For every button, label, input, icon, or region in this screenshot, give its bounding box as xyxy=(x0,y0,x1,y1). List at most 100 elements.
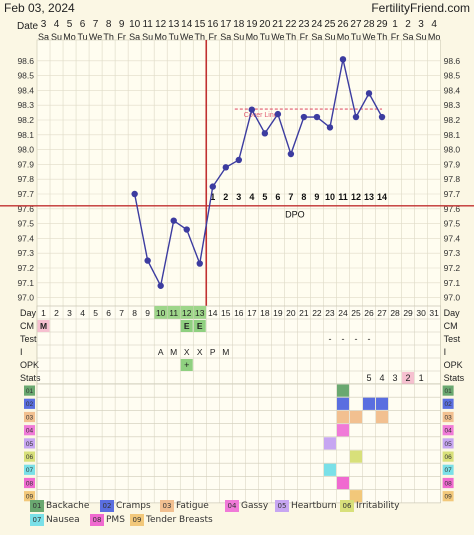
cycle-day-label: 20 xyxy=(286,308,296,318)
cm-label: M xyxy=(40,321,47,331)
symptom-code-right xyxy=(442,451,454,462)
y-tick-left: 98.2 xyxy=(17,115,34,125)
intercourse-label: X xyxy=(184,347,190,357)
symptom-cell xyxy=(363,397,376,410)
date-label: 3 xyxy=(418,19,424,30)
fertile-day-cell xyxy=(193,306,207,319)
symptom-code-right xyxy=(442,477,454,489)
date-label: 12 xyxy=(155,19,167,30)
y-tick-left: 97.5 xyxy=(17,219,34,229)
date-label: 20 xyxy=(259,19,271,30)
legend-item: 06 Irritability xyxy=(340,500,400,512)
symptom-cell xyxy=(376,410,389,424)
weekday-label: Mo xyxy=(337,32,350,42)
fertile-day-cell xyxy=(154,306,168,319)
y-tick-right: 98.3 xyxy=(444,100,461,110)
dpo-number: 10 xyxy=(325,192,335,202)
cm-label: E xyxy=(197,321,203,331)
cycle-day-label: 18 xyxy=(260,308,270,318)
symptom-code-left xyxy=(24,491,35,502)
row-label-right: OPK xyxy=(444,360,463,370)
symptom-code-left xyxy=(24,477,35,489)
symptom-code-right xyxy=(442,438,454,449)
date-label: 9 xyxy=(119,19,125,30)
date-label: 21 xyxy=(272,19,284,30)
stats-label: 5 xyxy=(367,373,372,383)
date-label: 2 xyxy=(405,19,411,30)
temperature-point xyxy=(326,124,334,131)
y-tick-right: 98.2 xyxy=(444,115,461,125)
symptom-code-label-left: 06 xyxy=(26,454,34,461)
legend-label: Backache xyxy=(46,501,90,511)
test-label: - xyxy=(354,334,357,344)
dpo-number: 13 xyxy=(364,192,374,202)
legend-item: 08 PMS xyxy=(90,514,125,526)
weekday-label: Su xyxy=(142,32,153,42)
cycle-day-label: 26 xyxy=(364,308,374,318)
cycle-day-label: 11 xyxy=(169,308,178,318)
cm-label: E xyxy=(184,321,190,331)
date-label: 5 xyxy=(67,19,73,30)
date-label: 23 xyxy=(298,19,310,30)
legend-label: Fatigue xyxy=(176,501,209,511)
dpo-number: 5 xyxy=(262,192,267,202)
symptom-cell xyxy=(376,397,389,410)
date-label: 1 xyxy=(392,19,398,30)
date-label: 15 xyxy=(194,19,206,30)
y-tick-right: 97.1 xyxy=(444,278,461,288)
legend-item: 02 Cramps xyxy=(100,500,151,512)
weekday-label: We xyxy=(362,32,375,42)
row-label-right: Stats xyxy=(444,373,465,383)
cycle-day-label: 23 xyxy=(325,308,335,318)
dpo-number: 12 xyxy=(351,192,361,202)
legend-swatch: 02 xyxy=(100,500,114,512)
weekday-label: Tu xyxy=(351,32,361,42)
weekday-label: Tu xyxy=(77,32,87,42)
weekday-label: Fr xyxy=(391,32,400,42)
cycle-day-label: 24 xyxy=(338,308,348,318)
y-tick-right: 97.7 xyxy=(444,189,461,199)
y-tick-left: 97.7 xyxy=(17,189,34,199)
cycle-day-label: 9 xyxy=(145,308,150,318)
weekday-label: We xyxy=(271,32,284,42)
test-label: - xyxy=(328,334,331,344)
row-label-left: I xyxy=(20,347,23,357)
dpo-number: 6 xyxy=(275,192,280,202)
weekday-label: Sa xyxy=(38,32,49,42)
date-label: 28 xyxy=(363,19,375,30)
temperature-point xyxy=(261,130,269,137)
symptom-code-label-left: 05 xyxy=(26,441,34,448)
date-label: 16 xyxy=(207,19,219,30)
y-tick-right: 97.3 xyxy=(444,248,461,258)
date-label: 29 xyxy=(376,19,388,30)
legend-item: 03 Fatigue xyxy=(160,500,209,512)
symptom-code-right xyxy=(442,425,454,436)
date-label: 8 xyxy=(106,19,112,30)
date-label: 26 xyxy=(337,19,349,30)
temperature-point xyxy=(235,156,243,164)
temperature-point xyxy=(378,113,386,121)
row-label-right: I xyxy=(444,347,447,357)
row-label-left: CM xyxy=(20,321,34,331)
intercourse-label: M xyxy=(222,347,229,357)
row-label-left: Test xyxy=(20,334,37,344)
y-tick-left: 98.0 xyxy=(17,145,34,155)
fertile-day-cell xyxy=(167,306,181,319)
temperature-point xyxy=(183,226,190,233)
legend-item: 09 Tender Breasts xyxy=(130,514,213,526)
weekday-label: Th xyxy=(286,32,297,42)
y-tick-right: 97.2 xyxy=(444,263,461,273)
cycle-day-label: 5 xyxy=(93,308,98,318)
symptom-cell xyxy=(336,397,349,410)
temperature-point xyxy=(352,113,360,121)
dpo-number: 8 xyxy=(301,192,306,202)
chart-header-site[interactable]: FertilityFriend.com xyxy=(371,1,470,15)
legend-swatch: 07 xyxy=(30,514,44,526)
legend-swatch: 08 xyxy=(90,514,104,526)
weekday-label: Sa xyxy=(311,32,322,42)
temperature-point xyxy=(144,257,151,264)
y-tick-right: 98.1 xyxy=(444,130,461,140)
temperature-point xyxy=(287,150,295,158)
chart-header-date: Feb 03, 2024 xyxy=(4,1,75,15)
date-label: 22 xyxy=(285,19,297,30)
